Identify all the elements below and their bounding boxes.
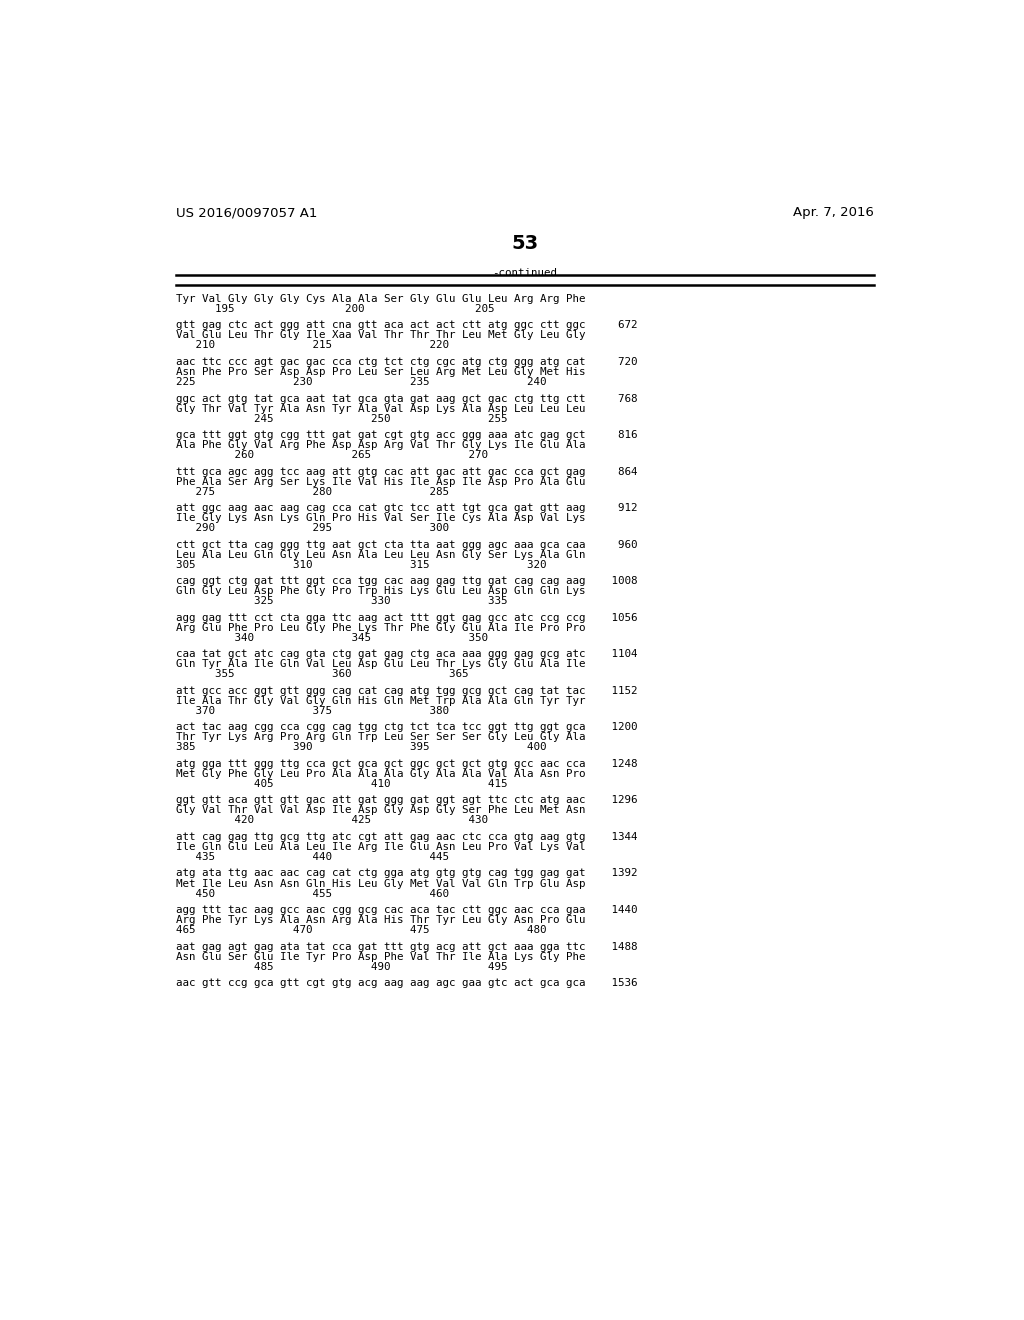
Text: ggc act gtg tat gca aat tat gca gta gat aag gct gac ctg ttg ctt     768: ggc act gtg tat gca aat tat gca gta gat … [176,393,638,404]
Text: 195                 200                 205: 195 200 205 [176,304,495,314]
Text: aac ttc ccc agt gac gac cca ctg tct ctg cgc atg ctg ggg atg cat     720: aac ttc ccc agt gac gac cca ctg tct ctg … [176,356,638,367]
Text: cag ggt ctg gat ttt ggt cca tgg cac aag gag ttg gat cag cag aag    1008: cag ggt ctg gat ttt ggt cca tgg cac aag … [176,577,638,586]
Text: agg gag ttt cct cta gga ttc aag act ttt ggt gag gcc atc ccg ccg    1056: agg gag ttt cct cta gga ttc aag act ttt … [176,612,638,623]
Text: agg ttt tac aag gcc aac cgg gcg cac aca tac ctt ggc aac cca gaa    1440: agg ttt tac aag gcc aac cgg gcg cac aca … [176,906,638,915]
Text: Met Ile Leu Asn Asn Gln His Leu Gly Met Val Val Gln Trp Glu Asp: Met Ile Leu Asn Asn Gln His Leu Gly Met … [176,879,586,888]
Text: att gcc acc ggt gtt ggg cag cat cag atg tgg gcg gct cag tat tac    1152: att gcc acc ggt gtt ggg cag cat cag atg … [176,686,638,696]
Text: ggt gtt aca gtt gtt gac att gat ggg gat ggt agt ttc ctc atg aac    1296: ggt gtt aca gtt gtt gac att gat ggg gat … [176,796,638,805]
Text: Arg Phe Tyr Lys Ala Asn Arg Ala His Thr Tyr Leu Gly Asn Pro Glu: Arg Phe Tyr Lys Ala Asn Arg Ala His Thr … [176,915,586,925]
Text: Gly Thr Val Tyr Ala Asn Tyr Ala Val Asp Lys Ala Asp Leu Leu Leu: Gly Thr Val Tyr Ala Asn Tyr Ala Val Asp … [176,404,586,413]
Text: Met Gly Phe Gly Leu Pro Ala Ala Ala Gly Ala Ala Val Ala Asn Pro: Met Gly Phe Gly Leu Pro Ala Ala Ala Gly … [176,768,586,779]
Text: 325               330               335: 325 330 335 [176,597,508,606]
Text: Leu Ala Leu Gln Gly Leu Asn Ala Leu Leu Asn Gly Ser Lys Ala Gln: Leu Ala Leu Gln Gly Leu Asn Ala Leu Leu … [176,549,586,560]
Text: 450               455               460: 450 455 460 [176,888,450,899]
Text: Tyr Val Gly Gly Gly Cys Ala Ala Ser Gly Glu Glu Leu Arg Arg Phe: Tyr Val Gly Gly Gly Cys Ala Ala Ser Gly … [176,294,586,304]
Text: Ala Phe Gly Val Arg Phe Asp Asp Arg Val Thr Gly Lys Ile Glu Ala: Ala Phe Gly Val Arg Phe Asp Asp Arg Val … [176,440,586,450]
Text: US 2016/0097057 A1: US 2016/0097057 A1 [176,206,317,219]
Text: 370               375               380: 370 375 380 [176,706,450,715]
Text: Gln Tyr Ala Ile Gln Val Leu Asp Glu Leu Thr Lys Gly Glu Ala Ile: Gln Tyr Ala Ile Gln Val Leu Asp Glu Leu … [176,659,586,669]
Text: 465               470               475               480: 465 470 475 480 [176,925,547,935]
Text: aat gag agt gag ata tat cca gat ttt gtg acg att gct aaa gga ttc    1488: aat gag agt gag ata tat cca gat ttt gtg … [176,941,638,952]
Text: Thr Tyr Lys Arg Pro Arg Gln Trp Leu Ser Ser Ser Gly Leu Gly Ala: Thr Tyr Lys Arg Pro Arg Gln Trp Leu Ser … [176,733,586,742]
Text: Val Glu Leu Thr Gly Ile Xaa Val Thr Thr Thr Leu Met Gly Leu Gly: Val Glu Leu Thr Gly Ile Xaa Val Thr Thr … [176,330,586,341]
Text: 340               345               350: 340 345 350 [176,632,488,643]
Text: ttt gca agc agg tcc aag att gtg cac att gac att gac cca gct gag     864: ttt gca agc agg tcc aag att gtg cac att … [176,466,638,477]
Text: 485               490               495: 485 490 495 [176,961,508,972]
Text: act tac aag cgg cca cgg cag tgg ctg tct tca tcc ggt ttg ggt gca    1200: act tac aag cgg cca cgg cag tgg ctg tct … [176,722,638,733]
Text: gca ttt ggt gtg cgg ttt gat gat cgt gtg acc ggg aaa atc gag gct     816: gca ttt ggt gtg cgg ttt gat gat cgt gtg … [176,430,638,440]
Text: Arg Glu Phe Pro Leu Gly Phe Lys Thr Phe Gly Glu Ala Ile Pro Pro: Arg Glu Phe Pro Leu Gly Phe Lys Thr Phe … [176,623,586,632]
Text: 385               390               395               400: 385 390 395 400 [176,742,547,752]
Text: 420               425               430: 420 425 430 [176,816,488,825]
Text: Apr. 7, 2016: Apr. 7, 2016 [793,206,873,219]
Text: Asn Phe Pro Ser Asp Asp Pro Leu Ser Leu Arg Met Leu Gly Met His: Asn Phe Pro Ser Asp Asp Pro Leu Ser Leu … [176,367,586,378]
Text: 275               280               285: 275 280 285 [176,487,450,496]
Text: 210               215               220: 210 215 220 [176,341,450,351]
Text: att cag gag ttg gcg ttg atc cgt att gag aac ctc cca gtg aag gtg    1344: att cag gag ttg gcg ttg atc cgt att gag … [176,832,638,842]
Text: gtt gag ctc act ggg att cna gtt aca act act ctt atg ggc ctt ggc     672: gtt gag ctc act ggg att cna gtt aca act … [176,321,638,330]
Text: ctt gct tta cag ggg ttg aat gct cta tta aat ggg agc aaa gca caa     960: ctt gct tta cag ggg ttg aat gct cta tta … [176,540,638,549]
Text: 245               250               255: 245 250 255 [176,413,508,424]
Text: 435               440               445: 435 440 445 [176,851,450,862]
Text: 225               230               235               240: 225 230 235 240 [176,378,547,387]
Text: Gly Val Thr Val Val Asp Ile Asp Gly Asp Gly Ser Phe Leu Met Asn: Gly Val Thr Val Val Asp Ile Asp Gly Asp … [176,805,586,816]
Text: Ile Gly Lys Asn Lys Gln Pro His Val Ser Ile Cys Ala Asp Val Lys: Ile Gly Lys Asn Lys Gln Pro His Val Ser … [176,513,586,523]
Text: 355               360               365: 355 360 365 [176,669,469,680]
Text: -continued: -continued [493,268,557,277]
Text: Asn Glu Ser Glu Ile Tyr Pro Asp Phe Val Thr Ile Ala Lys Gly Phe: Asn Glu Ser Glu Ile Tyr Pro Asp Phe Val … [176,952,586,961]
Text: 53: 53 [511,234,539,253]
Text: 405               410               415: 405 410 415 [176,779,508,789]
Text: caa tat gct atc cag gta ctg gat gag ctg aca aaa ggg gag gcg atc    1104: caa tat gct atc cag gta ctg gat gag ctg … [176,649,638,659]
Text: 305               310               315               320: 305 310 315 320 [176,560,547,570]
Text: atg ata ttg aac aac cag cat ctg gga atg gtg gtg cag tgg gag gat    1392: atg ata ttg aac aac cag cat ctg gga atg … [176,869,638,879]
Text: att ggc aag aac aag cag cca cat gtc tcc att tgt gca gat gtt aag     912: att ggc aag aac aag cag cca cat gtc tcc … [176,503,638,513]
Text: Gln Gly Leu Asp Phe Gly Pro Trp His Lys Glu Leu Asp Gln Gln Lys: Gln Gly Leu Asp Phe Gly Pro Trp His Lys … [176,586,586,597]
Text: Ile Ala Thr Gly Val Gly Gln His Gln Met Trp Ala Ala Gln Tyr Tyr: Ile Ala Thr Gly Val Gly Gln His Gln Met … [176,696,586,706]
Text: atg gga ttt ggg ttg cca gct gca gct ggc gct gct gtg gcc aac cca    1248: atg gga ttt ggg ttg cca gct gca gct ggc … [176,759,638,768]
Text: 290               295               300: 290 295 300 [176,523,450,533]
Text: Phe Ala Ser Arg Ser Lys Ile Val His Ile Asp Ile Asp Pro Ala Glu: Phe Ala Ser Arg Ser Lys Ile Val His Ile … [176,477,586,487]
Text: 260               265               270: 260 265 270 [176,450,488,461]
Text: aac gtt ccg gca gtt cgt gtg acg aag aag agc gaa gtc act gca gca    1536: aac gtt ccg gca gtt cgt gtg acg aag aag … [176,978,638,989]
Text: Ile Gln Glu Leu Ala Leu Ile Arg Ile Glu Asn Leu Pro Val Lys Val: Ile Gln Glu Leu Ala Leu Ile Arg Ile Glu … [176,842,586,851]
